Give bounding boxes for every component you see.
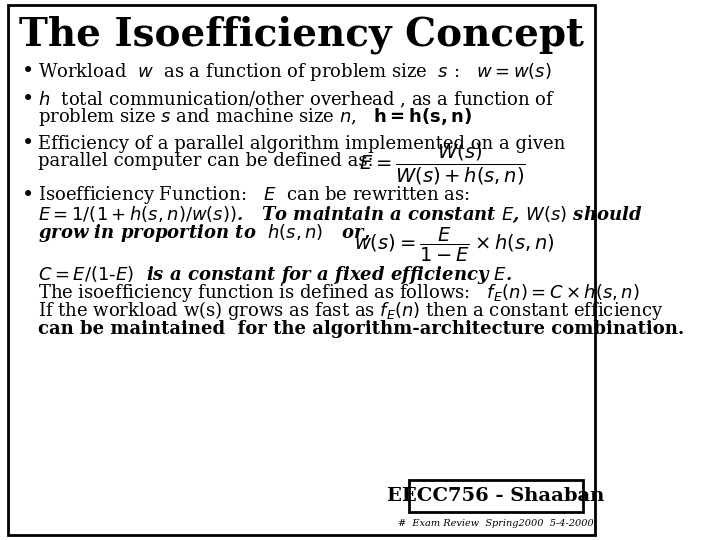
Text: •: • (22, 91, 34, 110)
Text: •: • (22, 63, 34, 82)
Text: #  Exam Review  Spring2000  5-4-2000: # Exam Review Spring2000 5-4-2000 (398, 519, 594, 529)
Text: The isoefficiency function is defined as follows:   $f_{E}(n) = C \times h(s,n)$: The isoefficiency function is defined as… (38, 282, 640, 304)
Text: $E = 1/(1 + h(s, n)/w(s))$.   To maintain a constant $E$, $W(s)$ should: $E = 1/(1 + h(s, n)/w(s))$. To maintain … (38, 205, 642, 225)
Text: The Isoefficiency Concept: The Isoefficiency Concept (19, 16, 584, 54)
Text: parallel computer can be defined as:: parallel computer can be defined as: (38, 152, 374, 170)
Text: Isoefficiency Function:   $E$  can be rewritten as:: Isoefficiency Function: $E$ can be rewri… (38, 184, 470, 206)
Text: •: • (22, 186, 34, 205)
Text: can be maintained  for the algorithm-architecture combination.: can be maintained for the algorithm-arch… (38, 320, 685, 338)
Text: $E = \dfrac{W(s)}{W(s)+h(s,n)}$: $E = \dfrac{W(s)}{W(s)+h(s,n)}$ (359, 141, 526, 186)
Text: Efficiency of a parallel algorithm implemented on a given: Efficiency of a parallel algorithm imple… (38, 135, 566, 153)
Text: $C = E/(1\text{-}E)$  is a constant for a fixed efficiency $E$.: $C = E/(1\text{-}E)$ is a constant for a… (38, 264, 513, 286)
Text: grow in proportion to  $h(s,n)$   or,: grow in proportion to $h(s,n)$ or, (38, 222, 371, 244)
Text: problem size $s$ and machine size $n$,   $\mathbf{h = h(s,n)}$: problem size $s$ and machine size $n$, $… (38, 106, 472, 128)
Text: $w(s) = \dfrac{E}{1-E} \times h(s,n)$: $w(s) = \dfrac{E}{1-E} \times h(s,n)$ (354, 226, 555, 264)
Text: $h$  total communication/other overhead , as a function of: $h$ total communication/other overhead ,… (38, 90, 555, 110)
Text: EECC756 - Shaaban: EECC756 - Shaaban (387, 487, 605, 505)
Text: If the workload w(s) grows as fast as $f_E(n)$ then a constant efficiency: If the workload w(s) grows as fast as $f… (38, 300, 663, 322)
Text: •: • (22, 134, 34, 153)
Text: Workload  $w$  as a function of problem size  $s$ :   $w = w(s)$: Workload $w$ as a function of problem si… (38, 61, 552, 83)
Bar (409, 480, 582, 512)
